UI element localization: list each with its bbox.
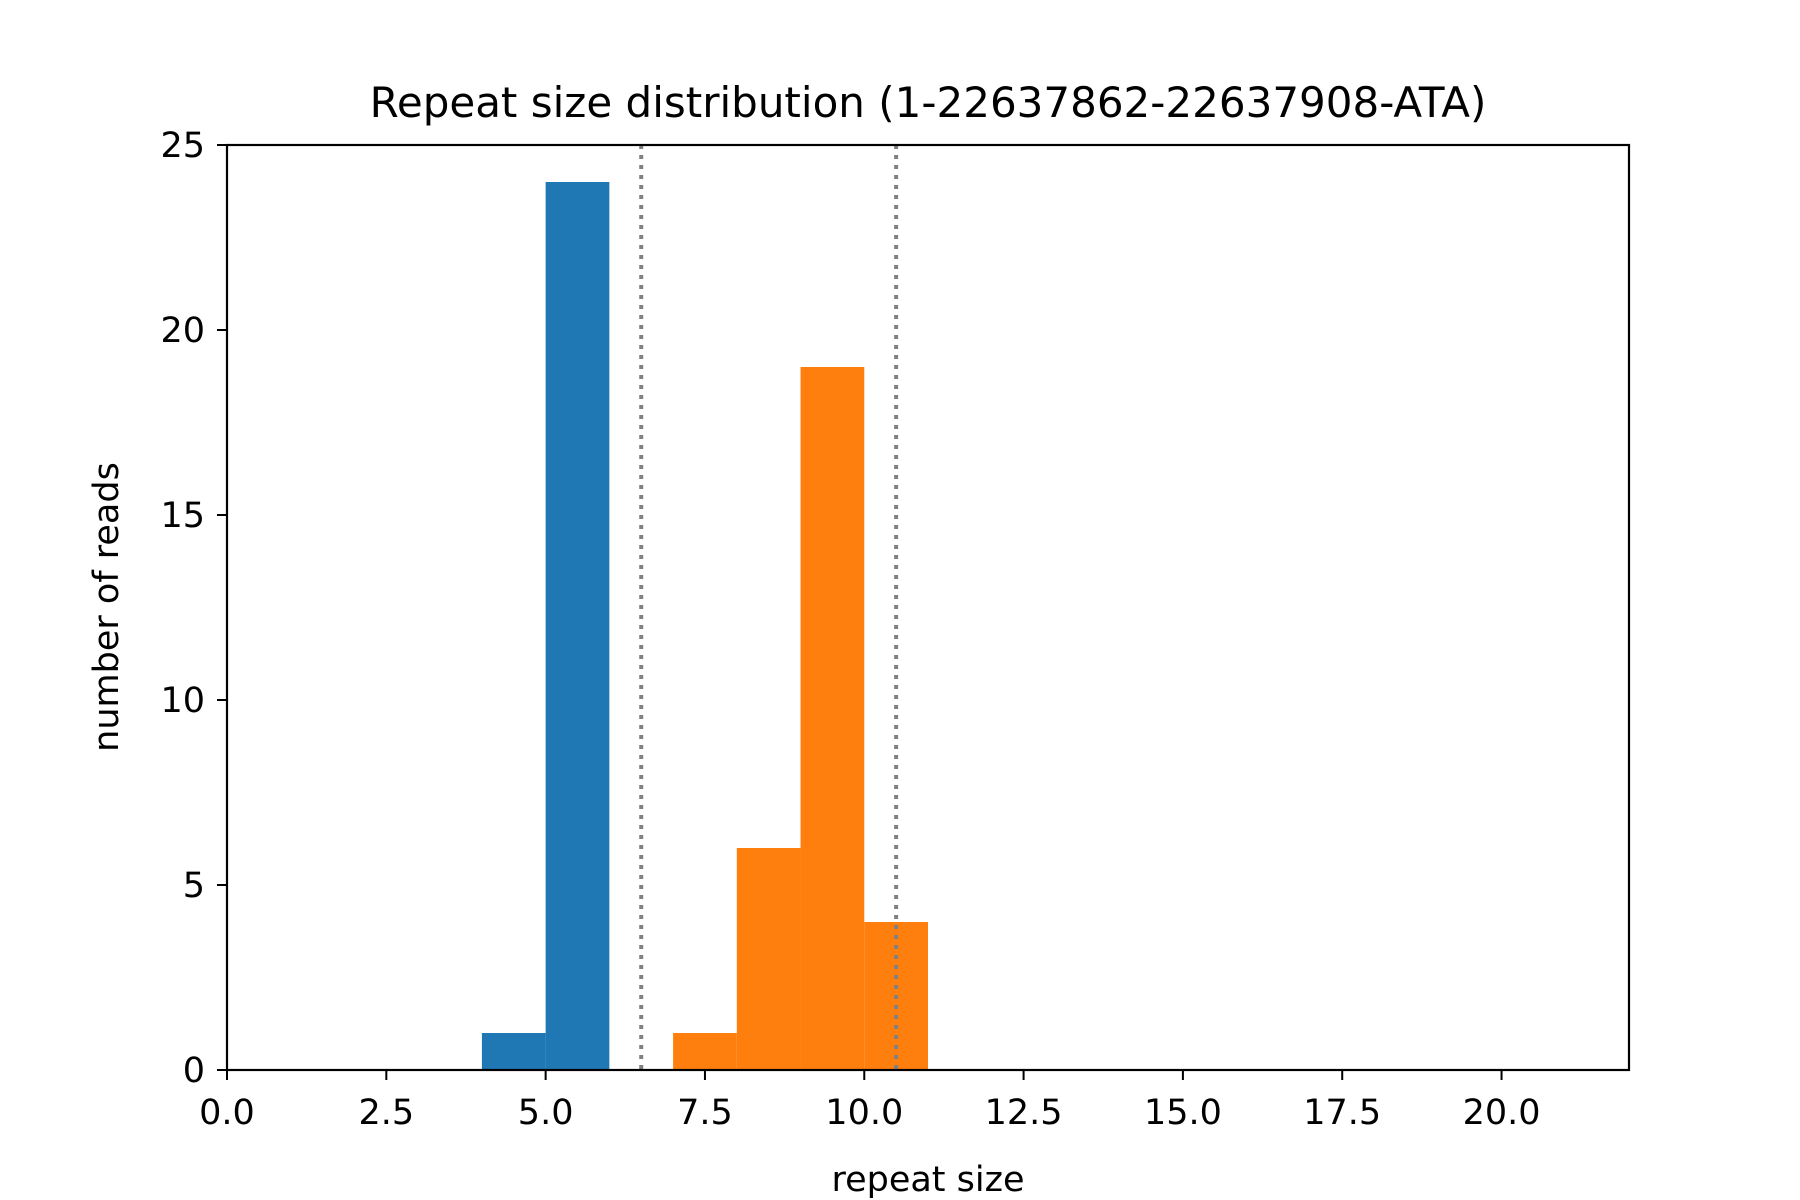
histogram-bar-series-1-bin-1 (481, 1033, 546, 1070)
y-axis-label: number of reads (87, 462, 127, 752)
x-tick-label: 17.5 (1303, 1093, 1381, 1133)
bars-layer (481, 182, 928, 1070)
y-tick-label: 0 (183, 1051, 205, 1091)
x-axis-ticks: 0.0 2.5 5.0 7.5 10.0 12.5 15.0 17.5 20.0 (199, 1070, 1541, 1133)
histogram-bar-series-1-bin-2 (545, 182, 610, 1070)
y-tick-label: 15 (160, 496, 205, 536)
x-tick-label: 15.0 (1144, 1093, 1222, 1133)
x-axis-label: repeat size (831, 1160, 1024, 1200)
plot-frame (225, 143, 1631, 1072)
histogram-bar-series-2-bin-1 (673, 1033, 737, 1070)
histogram-bar-series-2-bin-2 (736, 848, 801, 1070)
reference-lines-layer (639, 145, 899, 1070)
y-axis-ticks: 0 5 10 15 20 25 (160, 126, 227, 1091)
x-tick-label: 20.0 (1463, 1093, 1541, 1133)
histogram-bar-series-2-bin-3 (800, 367, 865, 1070)
y-tick-label: 20 (160, 311, 205, 351)
x-tick-label: 10.0 (825, 1093, 903, 1133)
x-tick-label: 5.0 (518, 1093, 574, 1133)
x-tick-label: 0.0 (199, 1093, 255, 1133)
y-tick-label: 25 (160, 126, 205, 166)
x-tick-label: 2.5 (358, 1093, 414, 1133)
x-tick-label: 7.5 (677, 1093, 733, 1133)
y-tick-label: 5 (183, 866, 205, 906)
y-tick-label: 10 (160, 681, 205, 721)
x-tick-label: 12.5 (985, 1093, 1063, 1133)
chart-title: Repeat size distribution (1-22637862-226… (370, 78, 1487, 127)
